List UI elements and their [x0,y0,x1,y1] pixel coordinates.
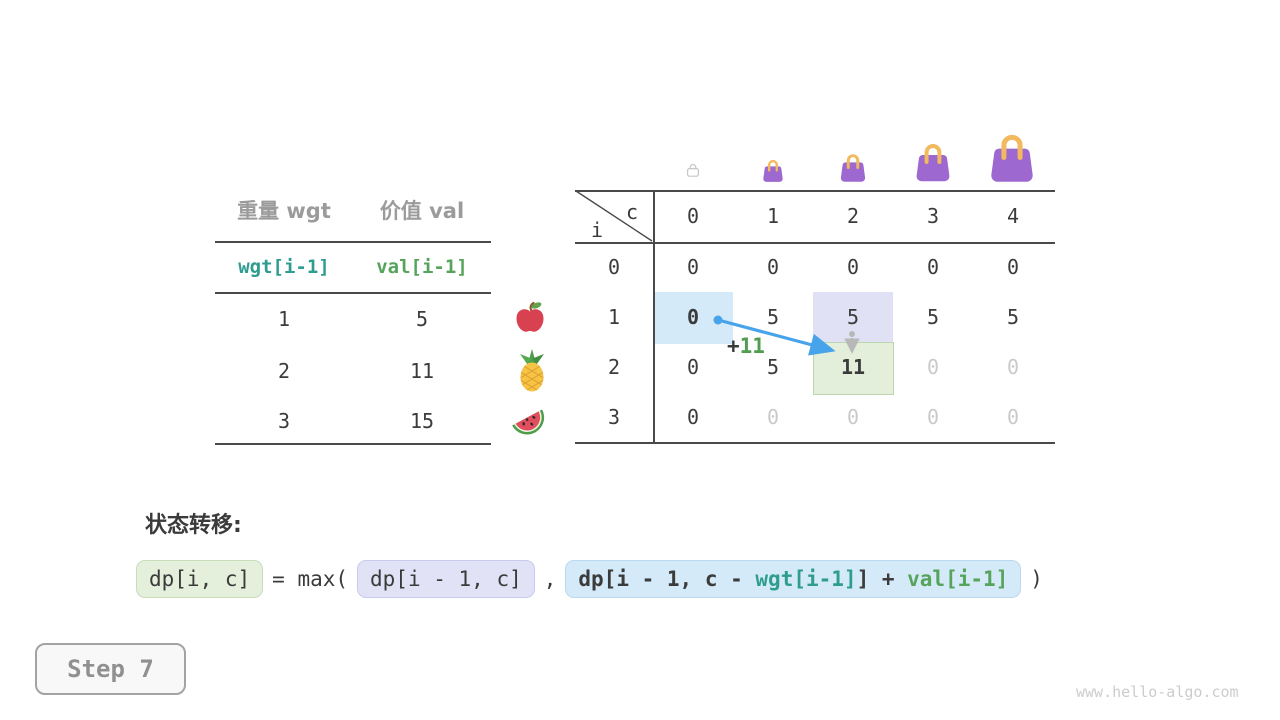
dp-cell-3-2: 0 [846,405,860,429]
wgt-index-label: wgt[i-1] [238,256,330,278]
dp-cell-0-1: 0 [766,255,780,279]
dp-cell-1-0: 0 [686,305,700,329]
formula-eq-max: = max( [272,567,349,591]
dp-cell-1-4: 5 [1006,305,1020,329]
dp-cell-0-4: 0 [1006,255,1020,279]
bag-icon-4 [991,134,1033,182]
step-badge[interactable]: Step 7 [35,643,186,695]
dp-cell-3-1: 0 [766,405,780,429]
divider [215,292,491,294]
dp-cell-3-4: 0 [1006,405,1020,429]
weight-header: 重量 wgt [237,199,331,223]
item-weight: 1 [277,307,291,331]
divider [215,241,491,243]
corner-col-var: c [625,200,639,224]
corner-row-var: i [590,218,604,242]
dp-cell-0-0: 0 [686,255,700,279]
dp-cell-1-2: 5 [846,305,860,329]
formula-arg2-box: dp[i - 1, c - wgt[i-1]] + val[i-1] [565,560,1022,598]
arg2-part1: dp[i - 1, c - [578,567,756,591]
divider [215,443,491,445]
item-weight: 2 [277,359,291,383]
item-value: 11 [409,359,435,383]
grid-bottom-line [575,442,1055,444]
dp-cell-3-3: 0 [926,405,940,429]
item-table-index-row: wgt[i-1] val[i-1] [215,252,491,282]
empty-bag-icon [686,163,700,177]
dp-cell-2-1: 5 [766,355,780,379]
plus-value-annotation: +11 [727,334,765,358]
plus-sign: + [727,334,740,358]
dp-row-header-2: 2 [607,355,621,379]
dp-cell-2-2: 11 [840,355,866,379]
formula-arg1-box: dp[i - 1, c] [357,560,535,598]
item-table-header: 重量 wgt 价值 val [215,196,491,226]
dp-cell-2-4: 0 [1006,355,1020,379]
added-value: 11 [739,334,765,358]
grid-header-line [575,242,1055,244]
item-row-3: 3 15 [215,406,491,436]
dp-cell-0-3: 0 [926,255,940,279]
dp-cell-2-3: 0 [926,355,940,379]
pineapple-icon [520,349,544,392]
corner-diagonal-line [575,190,653,242]
apple-icon [516,301,544,332]
grid-top-line [575,190,1055,192]
dp-row-header-1: 1 [607,305,621,329]
arg2-part2: ] + [856,567,908,591]
dp-col-header-0: 0 [686,204,700,228]
dp-row-header-0: 0 [607,255,621,279]
formula-comma: , [543,567,557,591]
value-header: 价值 val [379,199,465,223]
val-index-label: val[i-1] [376,256,468,278]
dp-table: c i 0 1 2 3 4 0 1 2 3 0 0 0 0 0 0 5 5 5 … [575,128,1055,458]
item-value: 15 [409,409,435,433]
bag-icon-2 [840,154,866,182]
item-row-2: 2 11 [215,356,491,386]
item-weight: 3 [277,409,291,433]
dp-col-header-4: 4 [1006,204,1020,228]
bag-icon-1 [763,159,783,182]
dp-col-header-1: 1 [766,204,780,228]
transition-heading: 状态转移: [145,513,242,538]
dp-cell-1-3: 5 [926,305,940,329]
formula-lhs-box: dp[i, c] [136,560,264,598]
dp-cell-2-0: 0 [686,355,700,379]
dp-col-header-2: 2 [846,204,860,228]
dp-row-header-3: 3 [607,405,621,429]
arg2-wgt: wgt[i-1] [755,567,857,591]
watermelon-icon [512,409,545,435]
grid-vertical-line [653,190,655,442]
arg2-val: val[i-1] [907,567,1009,591]
item-value: 5 [415,307,429,331]
item-row-1: 1 5 [215,304,491,334]
dp-cell-3-0: 0 [686,405,700,429]
transition-formula: dp[i, c] = max( dp[i - 1, c] , dp[i - 1,… [136,560,1052,598]
watermark: www.hello-algo.com [1076,683,1239,701]
dp-cell-0-2: 0 [846,255,860,279]
dp-col-header-3: 3 [926,204,940,228]
bag-icon-3 [916,144,950,182]
formula-close-paren: ) [1030,567,1043,591]
